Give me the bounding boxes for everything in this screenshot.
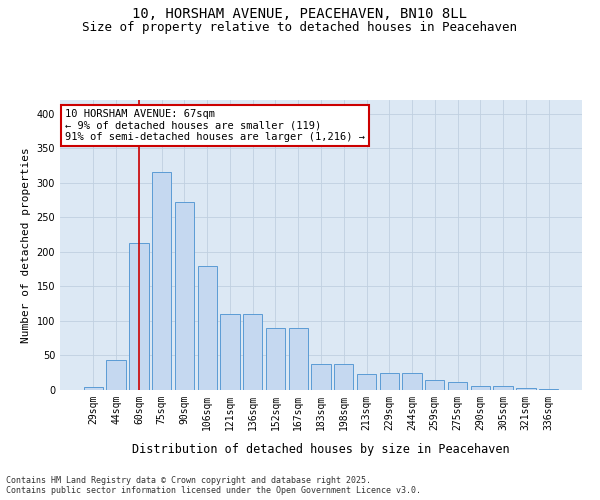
- Bar: [334, 364, 353, 390]
- Bar: [448, 382, 467, 390]
- Text: Distribution of detached houses by size in Peacehaven: Distribution of detached houses by size …: [132, 442, 510, 456]
- Bar: [539, 388, 558, 390]
- Bar: [311, 364, 331, 390]
- Bar: [106, 360, 126, 390]
- Text: 10 HORSHAM AVENUE: 67sqm
← 9% of detached houses are smaller (119)
91% of semi-d: 10 HORSHAM AVENUE: 67sqm ← 9% of detache…: [65, 108, 365, 142]
- Bar: [470, 386, 490, 390]
- Bar: [289, 328, 308, 390]
- Bar: [152, 172, 172, 390]
- Bar: [493, 386, 513, 390]
- Bar: [266, 328, 285, 390]
- Bar: [175, 202, 194, 390]
- Bar: [425, 380, 445, 390]
- Bar: [380, 374, 399, 390]
- Text: 10, HORSHAM AVENUE, PEACEHAVEN, BN10 8LL: 10, HORSHAM AVENUE, PEACEHAVEN, BN10 8LL: [133, 8, 467, 22]
- Bar: [357, 374, 376, 390]
- Bar: [516, 388, 536, 390]
- Bar: [129, 243, 149, 390]
- Bar: [403, 374, 422, 390]
- Y-axis label: Number of detached properties: Number of detached properties: [21, 147, 31, 343]
- Text: Size of property relative to detached houses in Peacehaven: Size of property relative to detached ho…: [83, 21, 517, 34]
- Bar: [243, 314, 262, 390]
- Bar: [84, 386, 103, 390]
- Text: Contains HM Land Registry data © Crown copyright and database right 2025.
Contai: Contains HM Land Registry data © Crown c…: [6, 476, 421, 495]
- Bar: [197, 266, 217, 390]
- Bar: [220, 314, 239, 390]
